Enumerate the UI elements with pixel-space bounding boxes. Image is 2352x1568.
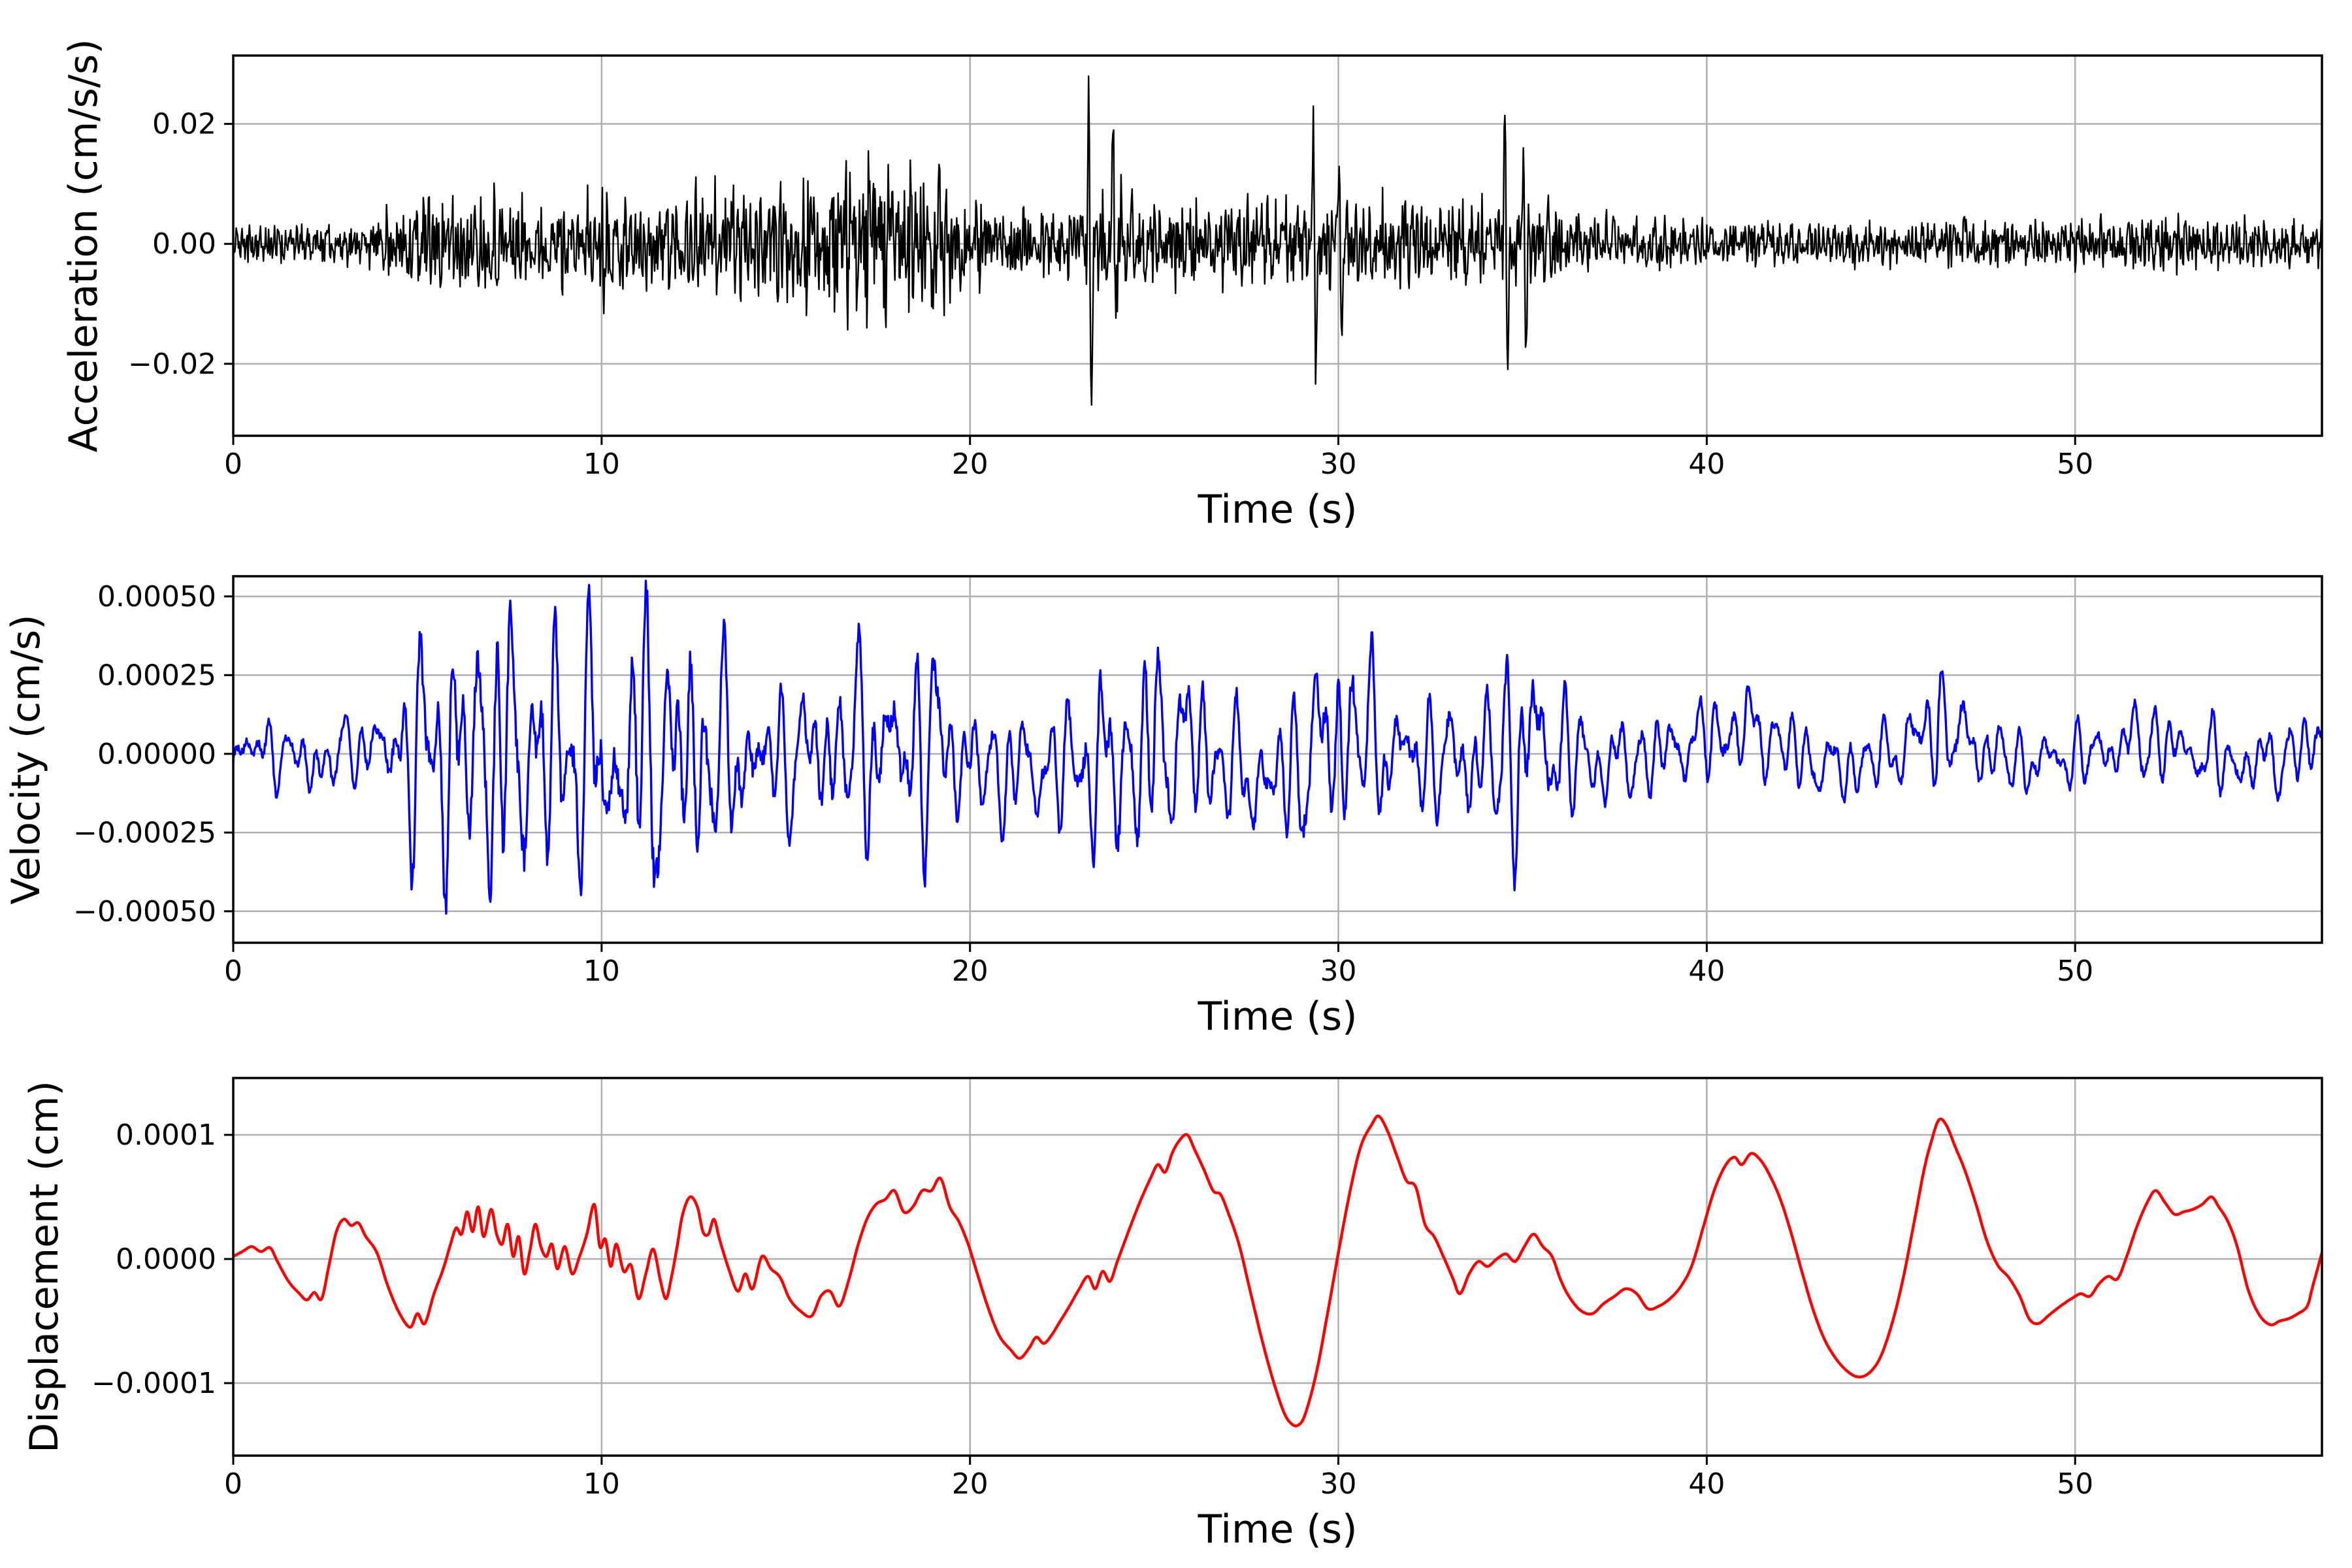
axes-spines	[232, 54, 2323, 437]
x-tick-label: 0	[224, 1467, 242, 1501]
tick-marks	[224, 123, 2076, 445]
tick-labels: 0 10 20 30 40 50 0.0001 0.0000 −0.0001	[91, 1119, 2093, 1501]
x-axis-label: Time (s)	[1198, 1507, 1358, 1552]
y-tick-label: 0.02	[152, 108, 216, 141]
x-tick-label: 50	[2057, 1467, 2093, 1501]
y-tick-label: 0.00000	[97, 738, 216, 771]
grid-lines	[232, 1078, 2322, 1456]
y-tick-label: 0.0001	[116, 1119, 216, 1152]
y-tick-label: 0.0000	[116, 1243, 216, 1276]
y-axis-label: Acceleration (cm/s/s)	[61, 39, 106, 452]
velocity-series	[233, 580, 2322, 915]
y-tick-label: 0.00	[152, 227, 216, 261]
x-tick-label: 40	[1688, 1467, 1725, 1501]
tick-labels: 0 10 20 30 40 50 0.02 0.00 −0.02	[128, 108, 2093, 481]
acceleration-series	[233, 75, 2322, 406]
x-tick-label: 30	[1320, 1467, 1357, 1501]
x-tick-label: 0	[224, 448, 242, 481]
tick-labels: 0 10 20 30 40 50 0.00050 0.00025 0.00000 −0.00025…	[73, 580, 2093, 988]
axes-spines	[232, 575, 2323, 944]
y-axis-label: Velocity (cm/s)	[3, 614, 49, 904]
axes-spines	[232, 1077, 2323, 1457]
x-tick-label: 30	[1320, 955, 1357, 988]
x-tick-label: 50	[2057, 955, 2093, 988]
x-tick-label: 20	[952, 955, 988, 988]
x-tick-label: 40	[1688, 448, 1725, 481]
x-tick-label: 30	[1320, 448, 1357, 481]
panel-velocity: 0 10 20 30 40 50 0.00050 0.00025 0.00000 −0.00025…	[3, 575, 2323, 1039]
y-tick-label: −0.02	[128, 348, 216, 381]
y-tick-label: 0.00050	[97, 580, 216, 613]
x-tick-label: 50	[2057, 448, 2093, 481]
x-axis-label: Time (s)	[1198, 994, 1358, 1039]
panel-acceleration: 0 10 20 30 40 50 0.02 0.00 −0.02 Time (s) Accelera…	[61, 39, 2323, 532]
y-tick-label: −0.00050	[73, 895, 216, 928]
x-tick-label: 40	[1688, 955, 1725, 988]
x-tick-label: 20	[952, 1467, 988, 1501]
y-tick-label: −0.0001	[91, 1367, 216, 1400]
x-tick-label: 10	[583, 448, 620, 481]
tick-marks	[224, 1134, 2076, 1465]
y-axis-label: Displacement (cm)	[22, 1081, 67, 1453]
displacement-series	[233, 1115, 2322, 1428]
x-tick-label: 20	[952, 448, 988, 481]
tick-marks	[224, 595, 2076, 952]
y-tick-label: −0.00025	[73, 816, 216, 849]
x-tick-label: 10	[583, 955, 620, 988]
x-tick-label: 0	[224, 955, 242, 988]
x-tick-label: 10	[583, 1467, 620, 1501]
x-axis-label: Time (s)	[1198, 487, 1358, 532]
y-tick-label: 0.00025	[97, 659, 216, 692]
panel-displacement: 0 10 20 30 40 50 0.0001 0.0000 −0.0001 Time (s) Di…	[22, 1077, 2323, 1552]
